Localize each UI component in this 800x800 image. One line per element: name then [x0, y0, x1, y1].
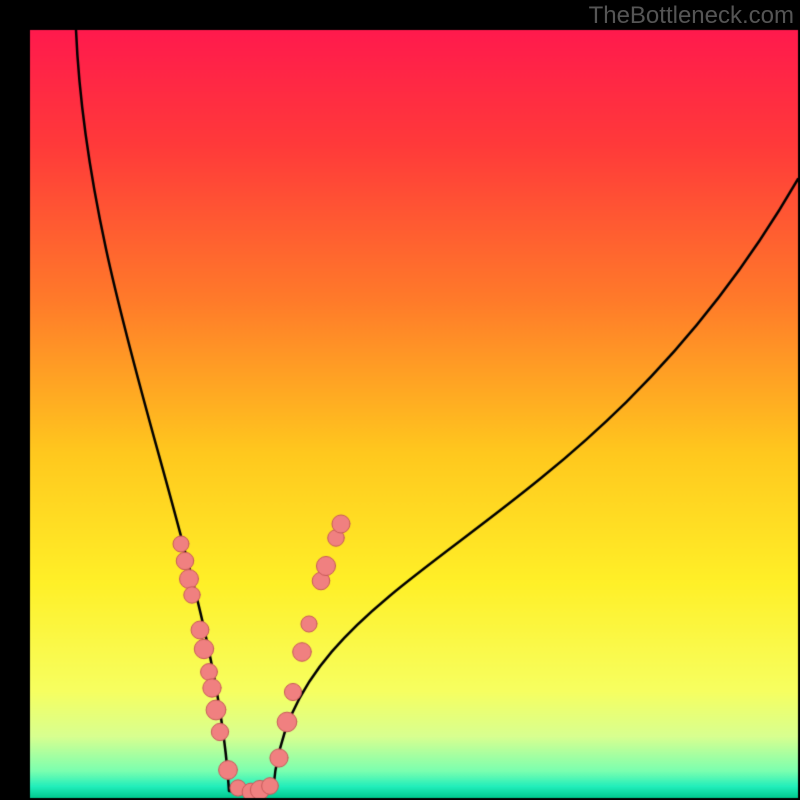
bottleneck-curve-chart	[0, 0, 800, 800]
watermark-text: TheBottleneck.com	[589, 0, 800, 30]
chart-stage: TheBottleneck.com	[0, 0, 800, 800]
